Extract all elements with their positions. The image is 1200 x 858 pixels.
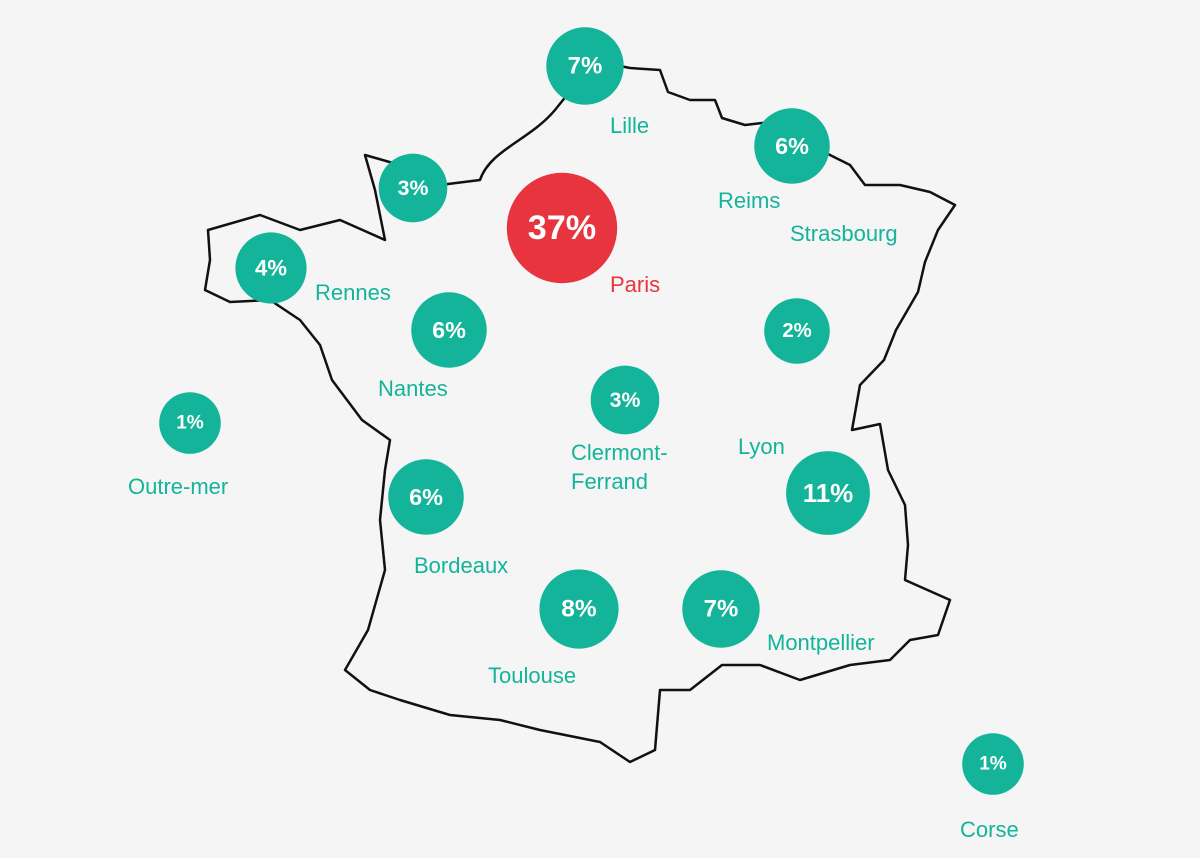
bubble bbox=[590, 365, 660, 435]
bubble bbox=[539, 569, 619, 649]
city-label: Toulouse bbox=[488, 663, 577, 688]
city-label: Lille bbox=[610, 113, 650, 138]
city-label: Lyon bbox=[738, 434, 785, 459]
bubble-label: 7% bbox=[568, 53, 603, 80]
bubble-label: 1% bbox=[979, 754, 1007, 775]
bubble bbox=[764, 298, 830, 364]
bubble-label: 6% bbox=[432, 317, 466, 343]
bubble-label: 1% bbox=[176, 413, 204, 434]
bubble-label: 2% bbox=[782, 320, 811, 342]
bubble bbox=[962, 733, 1024, 795]
bubble bbox=[682, 570, 760, 648]
bubble bbox=[378, 153, 448, 223]
france-outline bbox=[203, 60, 957, 764]
bubble-label: 3% bbox=[610, 388, 641, 412]
bubble bbox=[506, 172, 618, 284]
bubble bbox=[546, 27, 624, 105]
bubble-label: 4% bbox=[255, 256, 287, 281]
city-label: Rennes bbox=[315, 280, 391, 305]
bubble-label: 6% bbox=[409, 484, 443, 510]
bubble bbox=[786, 451, 870, 535]
city-label: Montpellier bbox=[767, 630, 875, 655]
bubble bbox=[411, 292, 487, 368]
city-label: Paris bbox=[610, 272, 661, 297]
city-label: Corse bbox=[960, 817, 1019, 842]
bubble-label: 8% bbox=[561, 596, 597, 623]
bubble-label: 37% bbox=[528, 209, 596, 247]
bubble bbox=[235, 232, 307, 304]
city-label: Strasbourg bbox=[790, 221, 898, 246]
bubble-label: 3% bbox=[398, 176, 429, 200]
bubble bbox=[388, 459, 464, 535]
bubble-label: 11% bbox=[803, 478, 854, 508]
city-label: Outre-mer bbox=[128, 474, 229, 499]
city-label: Bordeaux bbox=[414, 553, 509, 578]
city-label: Clermont-Ferrand bbox=[571, 440, 668, 494]
bubble-label: 6% bbox=[775, 133, 809, 159]
bubble bbox=[159, 392, 221, 454]
bubble bbox=[754, 108, 830, 184]
city-label: Nantes bbox=[378, 376, 448, 401]
city-label: Reims bbox=[718, 188, 781, 213]
bubble-label: 7% bbox=[704, 596, 739, 623]
